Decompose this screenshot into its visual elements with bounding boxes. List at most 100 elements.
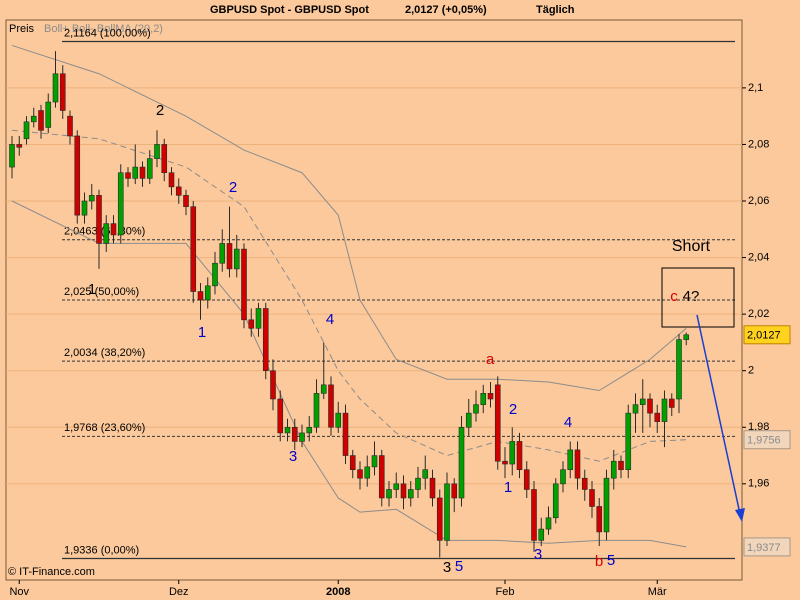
price-marker-label: 1,9756 xyxy=(747,435,781,447)
arrow-head xyxy=(735,508,745,522)
candle-body xyxy=(233,248,240,270)
fib-label: 1,9336 (0,00%) xyxy=(64,544,139,556)
wave-label: 3 xyxy=(443,559,451,576)
candle-body xyxy=(212,262,218,287)
candle-body xyxy=(458,426,465,499)
wave-label: 4? xyxy=(683,288,700,305)
candle-body xyxy=(328,384,334,428)
candle-body xyxy=(378,455,385,499)
legend-entry: Boll- xyxy=(72,23,94,35)
candle-body xyxy=(306,426,313,434)
wave-label: 1 xyxy=(198,324,206,341)
candle-body xyxy=(465,412,472,428)
candle-body xyxy=(473,404,479,414)
candle-body xyxy=(552,483,559,519)
wave-label: 3 xyxy=(289,448,297,465)
candle-body xyxy=(52,73,59,103)
y-tick-label: 2,1 xyxy=(748,82,763,94)
price-marker xyxy=(743,325,791,345)
y-tick-label: 1,98 xyxy=(748,421,769,433)
price-marker xyxy=(743,430,791,450)
candle-body xyxy=(560,469,566,485)
x-tick-label: Nov xyxy=(9,586,29,598)
candle-body xyxy=(313,393,320,428)
y-tick-label: 2,02 xyxy=(748,308,769,320)
y-tick-label: 2 xyxy=(748,365,754,377)
y-tick-label: 2,04 xyxy=(748,251,769,263)
candle-body xyxy=(45,101,52,128)
candle-body xyxy=(422,469,429,479)
candle-body xyxy=(139,166,146,179)
candle-body xyxy=(241,248,247,321)
candle-body xyxy=(291,426,298,442)
candle-body xyxy=(668,398,675,408)
candle-body xyxy=(277,398,284,434)
candle-body xyxy=(567,449,574,470)
wave-label: 5 xyxy=(455,558,463,575)
candle-body xyxy=(81,200,88,216)
candle-body xyxy=(110,223,117,236)
candle-body xyxy=(407,489,414,499)
candle-body xyxy=(125,172,131,179)
candle-body xyxy=(117,172,124,236)
x-tick-label: Dez xyxy=(169,586,189,598)
candle-body xyxy=(480,393,487,405)
candle-body xyxy=(523,469,530,490)
annotation: Short xyxy=(672,238,711,255)
candle-body xyxy=(204,285,211,301)
candle-body xyxy=(270,370,276,400)
price-marker-label: 1,9377 xyxy=(747,542,781,554)
candle-body xyxy=(589,489,595,507)
y-tick-label: 2,06 xyxy=(748,195,769,207)
band-line xyxy=(11,129,687,462)
price-marker-label: 2,0127 xyxy=(747,330,781,342)
candle-body xyxy=(219,243,226,264)
candle-body xyxy=(168,172,175,188)
candle-body xyxy=(610,460,617,479)
fib-label: 1,9768 (23,60%) xyxy=(64,422,145,434)
wave-label: b xyxy=(595,553,603,570)
candle-body xyxy=(516,441,523,470)
candle-body xyxy=(248,319,255,329)
chart-title: GBPUSD Spot - GBPUSD Spot xyxy=(210,4,369,16)
candle-body xyxy=(509,441,516,465)
candle-body xyxy=(364,466,371,479)
x-tick-label: 2008 xyxy=(326,586,350,598)
legend-price: Preis xyxy=(9,23,35,35)
candle-body xyxy=(683,334,690,340)
x-tick-label: Mär xyxy=(648,586,667,598)
candle-body xyxy=(161,144,168,174)
candle-body xyxy=(154,144,160,159)
candle-body xyxy=(436,497,443,541)
candle-body xyxy=(400,483,407,499)
copyright: © IT-Finance.com xyxy=(8,566,95,578)
candle-body xyxy=(190,206,197,292)
candle-body xyxy=(255,308,262,329)
wave-label: 2 xyxy=(509,401,517,418)
y-tick-label: 2,08 xyxy=(748,138,769,150)
candle-body xyxy=(654,412,661,422)
candle-body xyxy=(661,398,668,422)
candle-body xyxy=(603,477,610,533)
candle-body xyxy=(545,517,552,530)
legend-bands: Boll+ Boll- BollMA (20,2) xyxy=(44,23,163,35)
candle-body xyxy=(632,404,639,414)
candle-body xyxy=(226,243,233,270)
candle-body xyxy=(357,469,363,479)
price-text: 2,0127 (+0,05%) xyxy=(405,4,487,16)
candle-body xyxy=(74,135,81,216)
band-line xyxy=(11,44,687,392)
candle-body xyxy=(487,393,494,400)
candle-body xyxy=(88,195,95,202)
target-box xyxy=(661,267,735,328)
candle-body xyxy=(103,223,110,244)
candle-body xyxy=(9,144,15,168)
candle-body xyxy=(444,483,450,541)
candle-body xyxy=(371,455,378,468)
candle-body xyxy=(96,195,102,244)
plot-frame xyxy=(5,19,743,581)
candle-body xyxy=(531,489,537,541)
wave-label: c xyxy=(670,288,678,305)
wave-label: 2 xyxy=(156,102,164,119)
candle-body xyxy=(146,158,153,179)
